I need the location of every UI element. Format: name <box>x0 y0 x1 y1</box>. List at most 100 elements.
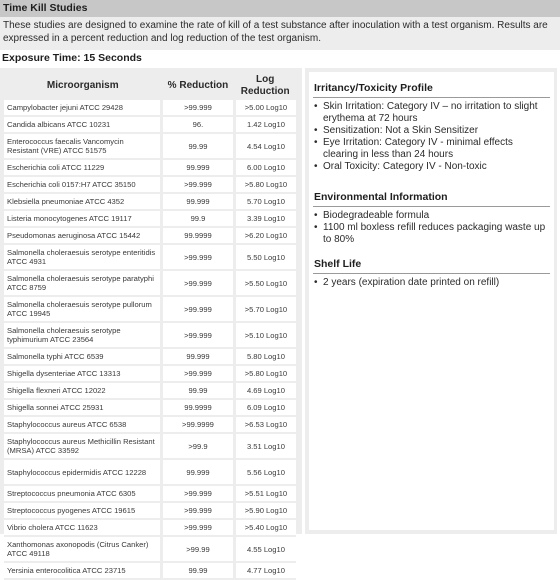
log-reduction-cell: 6.00 Log10 <box>234 159 296 177</box>
section-title: Time Kill Studies <box>0 0 560 17</box>
microorganism-cell: Staphylococcus epidermidis ATCC 12228 <box>4 459 164 486</box>
percent-reduction-cell: 99.999 <box>161 348 236 366</box>
log-reduction-cell: >5.70 Log10 <box>234 296 296 323</box>
table-row: Shigella flexneri ATCC 12022 99.99 4.69 Lo… <box>4 382 296 400</box>
environmental-info-list: • Biodegradeable formula • 1100 ml boxless… <box>314 210 550 246</box>
log-reduction-cell: 4.54 Log10 <box>234 133 296 160</box>
log-reduction-cell: >5.80 Log10 <box>234 176 296 194</box>
list-item: • Eye Irritation: Category IV - minimal e… <box>314 137 550 161</box>
log-reduction-cell: >5.51 Log10 <box>234 485 296 503</box>
table-row: Klebsiella pneumoniae ATCC 4352 99.999 5.7… <box>4 193 296 211</box>
microorganism-cell: Shigella sonnei ATCC 25931 <box>4 399 164 417</box>
percent-reduction-cell: >99.999 <box>161 244 236 271</box>
table-row: Vibrio cholera ATCC 11623 >99.999 >5.40 Lo… <box>4 519 296 537</box>
table-row: Pseudomonas aeruginosa ATCC 15442 99.9999… <box>4 227 296 245</box>
percent-reduction-cell: >99.999 <box>161 100 236 117</box>
column-header-percent-reduction: % Reduction <box>167 80 229 91</box>
list-item-text: Oral Toxicity: Category IV - Non-toxic <box>323 161 487 172</box>
bullet-icon: • <box>314 101 318 112</box>
log-reduction-cell: 4.69 Log10 <box>234 382 296 400</box>
table-row: Staphylococcus aureus ATCC 6538 >99.9999 >… <box>4 416 296 434</box>
table-row: Streptococcus pyogenes ATCC 19615 >99.999… <box>4 502 296 520</box>
list-item: • Sensitization: Not a Skin Sensitizer <box>314 125 550 137</box>
microorganism-cell: Streptococcus pyogenes ATCC 19615 <box>4 502 164 520</box>
table-row: Enterococcus faecalis Vancomycin Resista… <box>4 133 296 160</box>
list-item: • 1100 ml boxless refill reduces packagin… <box>314 222 550 246</box>
table-row: Salmonella choleraesuis serotype paratyp… <box>4 270 296 297</box>
log-reduction-cell: >5.90 Log10 <box>234 502 296 520</box>
microorganism-cell: Enterococcus faecalis Vancomycin Resista… <box>4 133 164 160</box>
table-row: Salmonella choleraesuis serotype typhimu… <box>4 322 296 349</box>
percent-reduction-cell: 99.999 <box>161 159 236 177</box>
table-row: Salmonella choleraesuis serotype enterit… <box>4 244 296 271</box>
log-reduction-cell: 5.50 Log10 <box>234 244 296 271</box>
divider <box>313 273 550 274</box>
percent-reduction-cell: 99.9 <box>161 210 236 228</box>
info-panel: Irritancy/Toxicity Profile • Skin Irritat… <box>305 68 557 534</box>
microorganism-cell: Listeria monocytogenes ATCC 19117 <box>4 210 164 228</box>
table-row: Salmonella typhi ATCC 6539 99.999 5.80 Log… <box>4 348 296 366</box>
log-reduction-cell: 3.39 Log10 <box>234 210 296 228</box>
percent-reduction-cell: 99.9999 <box>161 227 236 245</box>
table-row: Yersinia enterocolitica ATCC 23715 99.99 4… <box>4 562 296 580</box>
percent-reduction-cell: >99.9999 <box>161 416 236 434</box>
bullet-icon: • <box>314 125 318 136</box>
table-row: Shigella dysenteriae ATCC 13313 >99.999 >5… <box>4 365 296 383</box>
microorganism-cell: Staphylococcus aureus Methicillin Resist… <box>4 433 164 460</box>
exposure-time-heading: Exposure Time: 15 Seconds <box>2 52 142 64</box>
microorganism-cell: Escherichia coli ATCC 11229 <box>4 159 164 177</box>
log-reduction-cell: >6.20 Log10 <box>234 227 296 245</box>
percent-reduction-cell: >99.999 <box>161 176 236 194</box>
list-item-text: Eye Irritation: Category IV - minimal ef… <box>323 137 513 160</box>
log-reduction-cell: 4.77 Log10 <box>234 562 296 580</box>
log-reduction-cell: 5.56 Log10 <box>234 459 296 486</box>
log-reduction-cell: 1.42 Log10 <box>234 116 296 134</box>
log-reduction-cell: >6.53 Log10 <box>234 416 296 434</box>
irritancy-profile-list: • Skin Irritation: Category IV – no irrit… <box>314 101 550 173</box>
bullet-icon: • <box>314 222 318 233</box>
percent-reduction-cell: >99.9 <box>161 433 236 460</box>
list-item: • Biodegradeable formula <box>314 210 550 222</box>
microorganism-cell: Streptococcus pneumonia ATCC 6305 <box>4 485 164 503</box>
irritancy-profile-heading: Irritancy/Toxicity Profile <box>314 82 433 94</box>
microorganism-cell: Salmonella choleraesuis serotype paratyp… <box>4 270 164 297</box>
percent-reduction-cell: >99.999 <box>161 270 236 297</box>
log-reduction-cell: >5.40 Log10 <box>234 519 296 537</box>
percent-reduction-cell: >99.999 <box>161 519 236 537</box>
microorganism-cell: Campylobacter jejuni ATCC 29428 <box>4 100 164 117</box>
percent-reduction-cell: 99.99 <box>161 382 236 400</box>
microorganism-cell: Klebsiella pneumoniae ATCC 4352 <box>4 193 164 211</box>
microorganism-cell: Shigella dysenteriae ATCC 13313 <box>4 365 164 383</box>
list-item-text: 2 years (expiration date printed on refi… <box>323 277 500 288</box>
bullet-icon: • <box>314 277 318 288</box>
percent-reduction-cell: 99.99 <box>161 133 236 160</box>
microorganism-cell: Escherichia coli 0157:H7 ATCC 35150 <box>4 176 164 194</box>
shelf-life-list: • 2 years (expiration date printed on ref… <box>314 277 550 289</box>
microorganism-cell: Staphylococcus aureus ATCC 6538 <box>4 416 164 434</box>
table-row: Candida albicans ATCC 10231 96. 1.42 Log10 <box>4 116 296 134</box>
table-header-row: Microorganism % Reduction Log Reduction <box>4 72 296 100</box>
log-reduction-cell: >5.10 Log10 <box>234 322 296 349</box>
divider <box>313 97 550 98</box>
table-row: Campylobacter jejuni ATCC 29428 >99.999 >5… <box>4 100 296 117</box>
microorganism-cell: Xanthomonas axonopodis (Citrus Canker) A… <box>4 536 164 563</box>
info-panel-content: Irritancy/Toxicity Profile • Skin Irritat… <box>309 72 554 530</box>
microorganism-cell: Salmonella choleraesuis serotype typhimu… <box>4 322 164 349</box>
percent-reduction-cell: 99.999 <box>161 459 236 486</box>
column-header-log-reduction: Log Reduction <box>240 74 290 97</box>
list-item-text: 1100 ml boxless refill reduces packaging… <box>323 222 546 245</box>
list-item: • Skin Irritation: Category IV – no irrit… <box>314 101 550 125</box>
log-reduction-cell: 5.70 Log10 <box>234 193 296 211</box>
bullet-icon: • <box>314 161 318 172</box>
column-header-microorganism: Microorganism <box>46 80 119 91</box>
percent-reduction-cell: >99.999 <box>161 502 236 520</box>
microorganism-cell: Candida albicans ATCC 10231 <box>4 116 164 134</box>
table-row: Xanthomonas axonopodis (Citrus Canker) A… <box>4 536 296 563</box>
percent-reduction-cell: 99.9999 <box>161 399 236 417</box>
log-reduction-cell: >5.00 Log10 <box>234 100 296 117</box>
table-row: Salmonella choleraesuis serotype pulloru… <box>4 296 296 323</box>
bullet-icon: • <box>314 137 318 148</box>
percent-reduction-cell: >99.999 <box>161 365 236 383</box>
microorganism-cell: Salmonella typhi ATCC 6539 <box>4 348 164 366</box>
list-item: • 2 years (expiration date printed on ref… <box>314 277 550 289</box>
